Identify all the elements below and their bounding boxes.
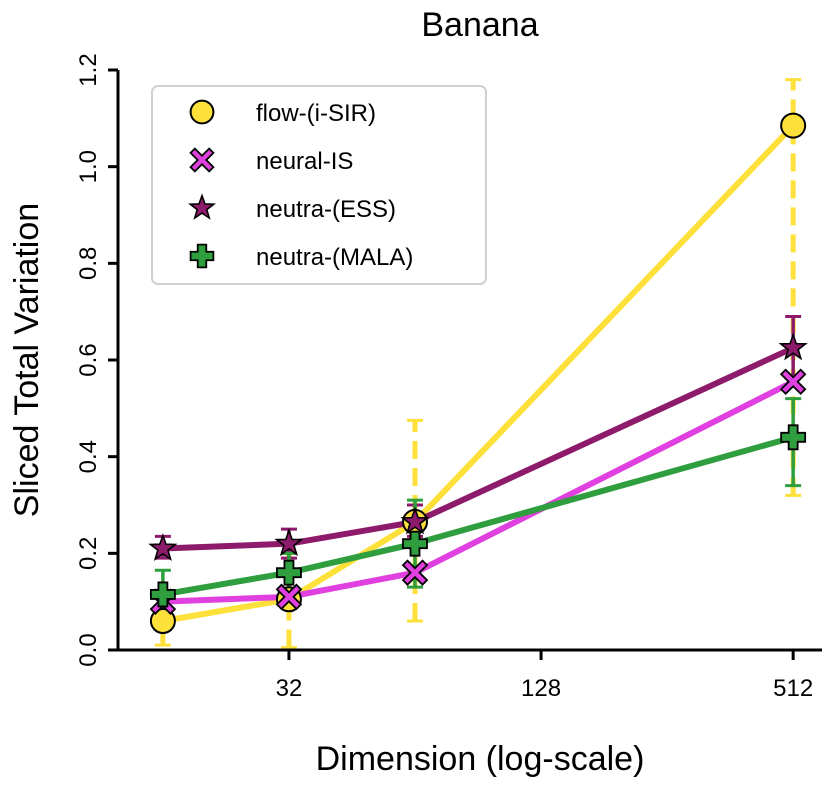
x-tick-label: 32 — [276, 675, 303, 702]
legend-label: neutra-(ESS) — [256, 196, 396, 223]
chart-title: Banana — [421, 6, 538, 44]
y-tick-label: 0.6 — [75, 343, 102, 376]
data-point — [780, 424, 807, 451]
series-line — [162, 379, 795, 605]
legend-marker — [187, 193, 217, 220]
data-point — [148, 533, 178, 561]
plot-content — [148, 78, 808, 650]
legend-marker — [189, 99, 215, 125]
y-tick-label: 1.0 — [75, 150, 102, 183]
data-point — [780, 112, 807, 139]
legend-label: neural-IS — [256, 148, 353, 175]
y-axis-title: Sliced Total Variation — [8, 203, 46, 517]
series-line — [162, 434, 794, 598]
data-point — [400, 506, 430, 535]
y-tick-label: 0.4 — [75, 440, 102, 473]
data-point — [275, 583, 303, 611]
y-tick-label: 0.0 — [75, 633, 102, 666]
legend-marker — [189, 243, 215, 269]
data-point — [401, 559, 429, 586]
data-point — [779, 368, 807, 396]
data-point — [402, 530, 428, 557]
x-tick-label: 128 — [521, 675, 561, 702]
legend-label: flow-(i-SIR) — [256, 100, 376, 127]
data-point — [778, 332, 808, 361]
legend-marker — [189, 147, 215, 173]
legend-box — [151, 85, 487, 285]
axes: 0.0 0.2 0.4 0.6 0.8 1.0 1.2 32 128 512 — [75, 53, 822, 702]
plot-area — [148, 78, 808, 650]
data-point — [274, 528, 304, 557]
legend: flow-(i-SIR) neural-IS neutra-(ESS) neutra-… — [151, 85, 487, 285]
data-point — [149, 608, 176, 634]
data-point — [276, 559, 302, 586]
data-point — [149, 581, 176, 608]
series-line — [162, 345, 795, 552]
y-tick-label: 1.2 — [75, 53, 102, 86]
x-axis-title: Dimension (log-scale) — [316, 740, 645, 778]
y-tick-label: 0.2 — [75, 537, 102, 570]
x-tick-label: 512 — [773, 675, 813, 702]
y-tick-label: 0.8 — [75, 247, 102, 280]
legend-label: neutra-(MALA) — [256, 244, 413, 271]
